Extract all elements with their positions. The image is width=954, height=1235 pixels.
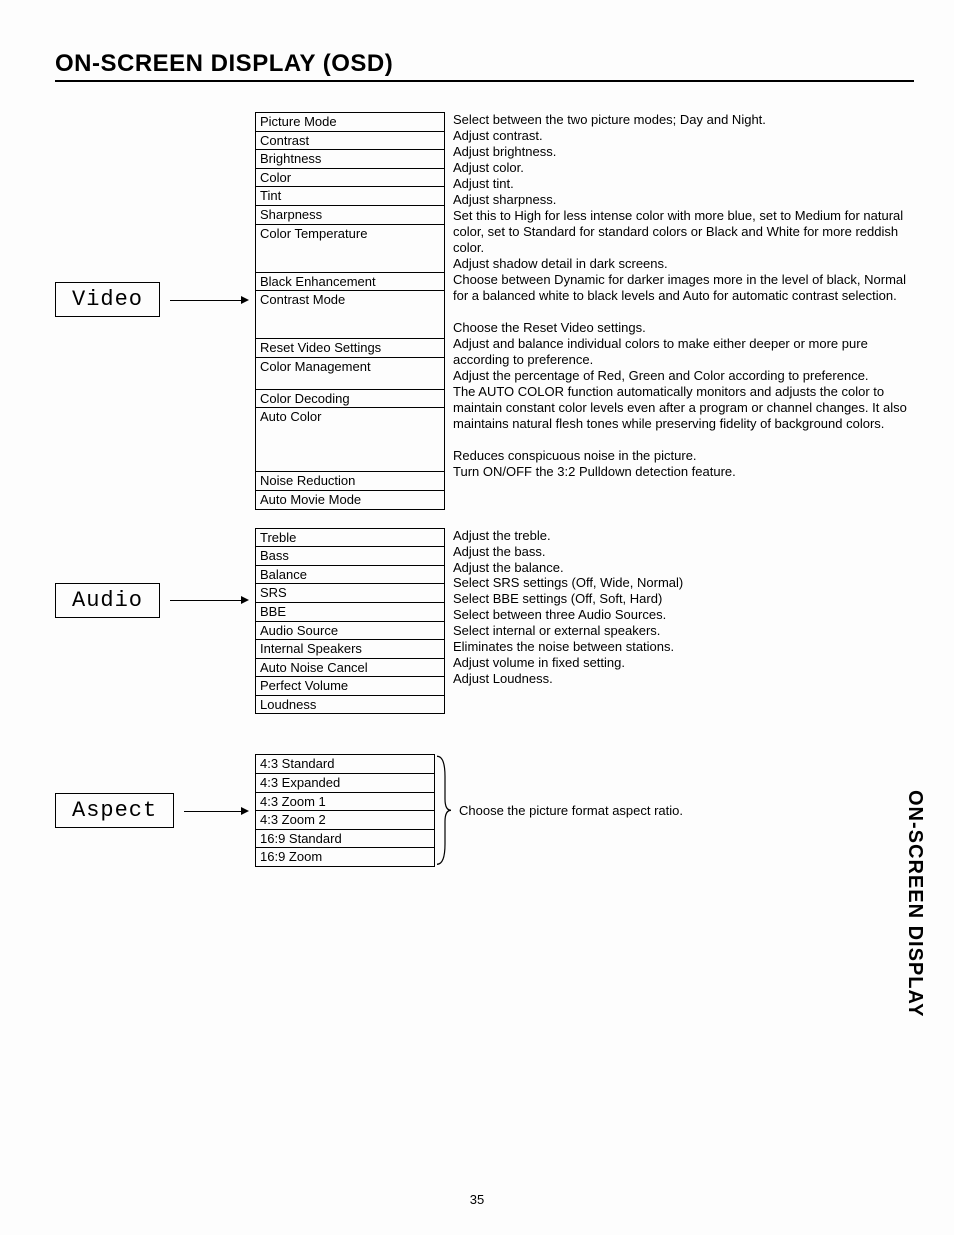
aspect-category-box: Aspect (55, 793, 174, 828)
menu-item: Contrast Mode (256, 291, 444, 339)
aspect-items-list: 4:3 Standard4:3 Expanded4:3 Zoom 14:3 Zo… (255, 754, 435, 867)
menu-item: Perfect Volume (256, 677, 444, 696)
menu-item: Sharpness (256, 206, 444, 225)
menu-item: Auto Noise Cancel (256, 659, 444, 678)
menu-item: Black Enhancement (256, 273, 444, 292)
menu-item: Bass (256, 547, 444, 566)
menu-item-description: Choose between Dynamic for darker images… (453, 272, 914, 320)
menu-item-description: Reduces conspicuous noise in the picture… (453, 448, 914, 464)
arrow-icon (184, 810, 249, 811)
video-category-box: Video (55, 282, 160, 317)
menu-item-description: Adjust the balance. (453, 560, 914, 576)
menu-item-description: Select BBE settings (Off, Soft, Hard) (453, 591, 914, 607)
menu-item-description: The AUTO COLOR function automatically mo… (453, 384, 914, 448)
menu-item: Tint (256, 187, 444, 206)
menu-item: Contrast (256, 132, 444, 151)
page-number: 35 (0, 1192, 954, 1207)
aspect-section: Aspect 4:3 Standard4:3 Expanded4:3 Zoom … (55, 754, 914, 867)
menu-item-description: Adjust contrast. (453, 128, 914, 144)
menu-item: SRS (256, 584, 444, 603)
menu-item-description: Eliminates the noise between stations. (453, 639, 914, 655)
menu-item-description: Adjust and balance individual colors to … (453, 336, 914, 368)
aspect-description: Choose the picture format aspect ratio. (453, 803, 683, 818)
audio-section: Audio TrebleBassBalanceSRSBBEAudio Sourc… (55, 528, 914, 715)
menu-item: 4:3 Standard (256, 755, 434, 774)
menu-item-description: Adjust Loudness. (453, 671, 914, 687)
menu-item: Color Management (256, 358, 444, 390)
menu-item-description: Adjust tint. (453, 176, 914, 192)
video-items-list: Picture ModeContrastBrightnessColorTintS… (255, 112, 445, 510)
menu-item-description: Select SRS settings (Off, Wide, Normal) (453, 575, 914, 591)
side-tab: ON-SCREEN DISPLAY (903, 790, 926, 1017)
menu-item: Internal Speakers (256, 640, 444, 659)
menu-item: Auto Color (256, 408, 444, 472)
menu-item: Loudness (256, 696, 444, 714)
menu-item: 4:3 Zoom 2 (256, 811, 434, 830)
menu-item: Auto Movie Mode (256, 491, 444, 509)
menu-item-description: Set this to High for less intense color … (453, 208, 914, 256)
menu-item: 16:9 Zoom (256, 848, 434, 866)
menu-item-description: Adjust color. (453, 160, 914, 176)
menu-item: Reset Video Settings (256, 339, 444, 358)
menu-item: Noise Reduction (256, 472, 444, 491)
menu-item-description: Select internal or external speakers. (453, 623, 914, 639)
menu-item-description: Adjust volume in fixed setting. (453, 655, 914, 671)
menu-item: Audio Source (256, 622, 444, 641)
menu-item: Color Decoding (256, 390, 444, 409)
menu-item: 4:3 Zoom 1 (256, 793, 434, 812)
menu-item-description: Adjust the bass. (453, 544, 914, 560)
menu-item: 16:9 Standard (256, 830, 434, 849)
menu-item-description: Adjust brightness. (453, 144, 914, 160)
audio-category-box: Audio (55, 583, 160, 618)
brace-icon (435, 754, 453, 867)
menu-item-description: Adjust the percentage of Red, Green and … (453, 368, 914, 384)
arrow-icon (170, 299, 249, 300)
menu-item-description: Adjust sharpness. (453, 192, 914, 208)
menu-item: Picture Mode (256, 113, 444, 132)
audio-descriptions: Adjust the treble.Adjust the bass.Adjust… (445, 528, 914, 688)
menu-item: Brightness (256, 150, 444, 169)
page-title: ON-SCREEN DISPLAY (OSD) (55, 50, 914, 82)
menu-item: Color Temperature (256, 225, 444, 273)
menu-item-description: Adjust shadow detail in dark screens. (453, 256, 914, 272)
menu-item-description: Adjust the treble. (453, 528, 914, 544)
arrow-icon (170, 600, 249, 601)
audio-items-list: TrebleBassBalanceSRSBBEAudio SourceInter… (255, 528, 445, 715)
menu-item: Balance (256, 566, 444, 585)
menu-item: Color (256, 169, 444, 188)
menu-item-description: Select between three Audio Sources. (453, 607, 914, 623)
menu-item-description: Choose the Reset Video settings. (453, 320, 914, 336)
menu-item-description: Select between the two picture modes; Da… (453, 112, 914, 128)
menu-item: 4:3 Expanded (256, 774, 434, 793)
video-section: Video Picture ModeContrastBrightnessColo… (55, 112, 914, 510)
menu-item: Treble (256, 529, 444, 548)
video-descriptions: Select between the two picture modes; Da… (445, 112, 914, 480)
menu-item-description: Turn ON/OFF the 3:2 Pulldown detection f… (453, 464, 914, 480)
menu-item: BBE (256, 603, 444, 622)
